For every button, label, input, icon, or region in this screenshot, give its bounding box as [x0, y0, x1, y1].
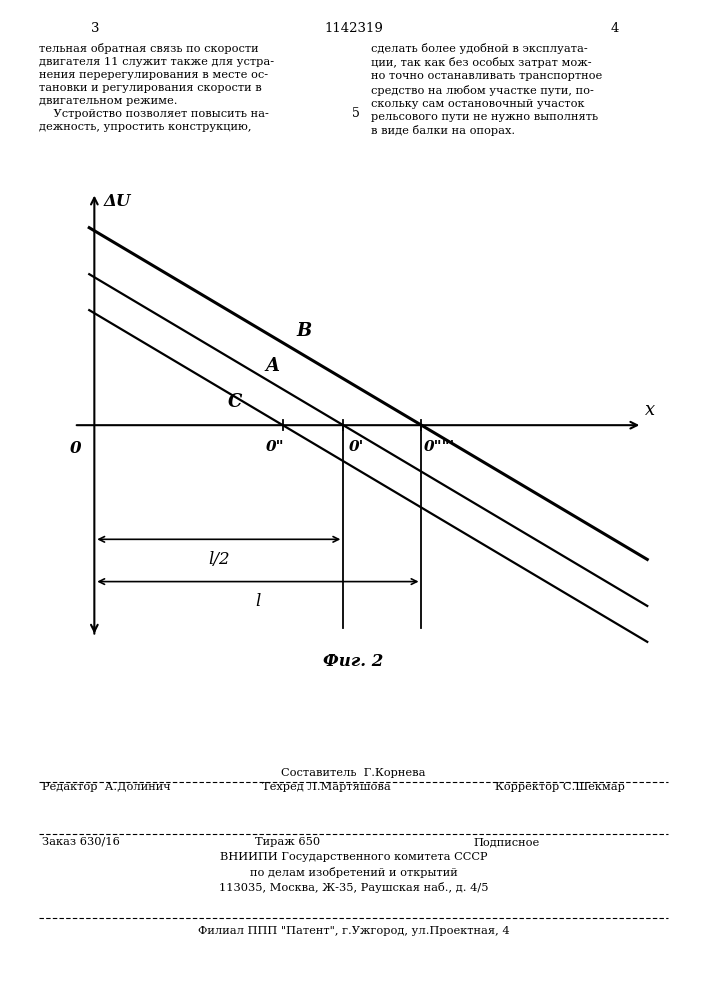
Text: Филиал ППП "Патент", г.Ужгород, ул.Проектная, 4: Филиал ППП "Патент", г.Ужгород, ул.Проек… — [198, 926, 509, 936]
Text: ВНИИПИ Государственного комитета СССР: ВНИИПИ Государственного комитета СССР — [220, 852, 487, 862]
Text: Корректор С.Шекмар: Корректор С.Шекмар — [495, 782, 625, 792]
Text: Тираж 650: Тираж 650 — [255, 837, 320, 847]
Text: C: C — [228, 393, 242, 411]
Text: l: l — [255, 593, 261, 610]
Text: 0': 0' — [349, 440, 363, 454]
Text: l/2: l/2 — [208, 551, 230, 568]
Text: 0""': 0""' — [423, 440, 455, 454]
Text: 1142319: 1142319 — [324, 22, 383, 35]
Text: 0: 0 — [70, 440, 81, 457]
Text: ΔU: ΔU — [103, 193, 131, 210]
Text: Техред Л.Мартяшова: Техред Л.Мартяшова — [262, 782, 390, 792]
Text: тельная обратная связь по скорости
двигателя 11 служит также для устра-
нения пе: тельная обратная связь по скорости двига… — [39, 43, 274, 132]
Text: 5: 5 — [351, 107, 360, 120]
Text: Редактор  А.Долинич: Редактор А.Долинич — [42, 782, 171, 792]
Text: Фиг. 2: Фиг. 2 — [323, 653, 384, 670]
Text: 3: 3 — [91, 22, 100, 35]
Text: 113035, Москва, Ж-35, Раушская наб., д. 4/5: 113035, Москва, Ж-35, Раушская наб., д. … — [218, 882, 489, 893]
Text: Заказ 630/16: Заказ 630/16 — [42, 837, 120, 847]
Text: Подписное: Подписное — [474, 837, 540, 847]
Text: x: x — [645, 401, 655, 419]
Text: Составитель  Г.Корнева: Составитель Г.Корнева — [281, 768, 426, 778]
Text: по делам изобретений и открытий: по делам изобретений и открытий — [250, 867, 457, 878]
Text: сделать более удобной в эксплуата-
ции, так как без особых затрат мож-
но точно : сделать более удобной в эксплуата- ции, … — [371, 43, 602, 136]
Text: 4: 4 — [611, 22, 619, 35]
Text: A: A — [266, 357, 280, 375]
Text: B: B — [296, 322, 312, 340]
Text: 0": 0" — [266, 440, 284, 454]
